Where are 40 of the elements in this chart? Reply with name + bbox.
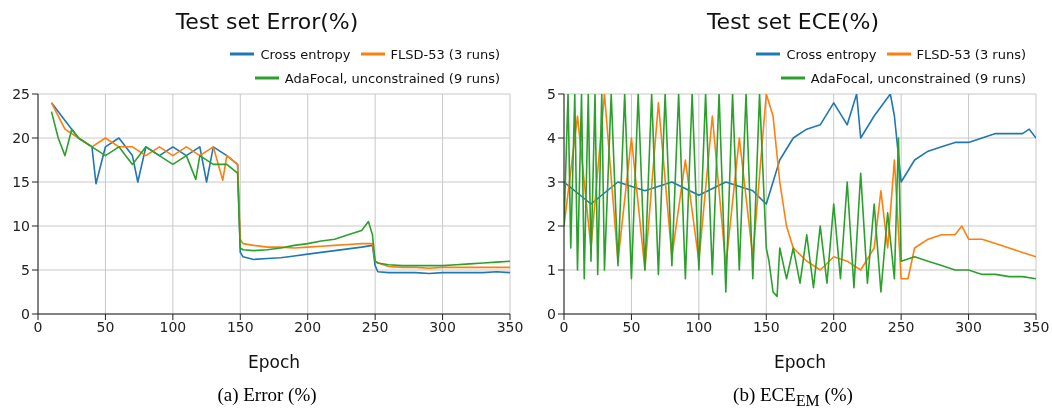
y-tick-label: 3 [547, 173, 556, 190]
x-tick-label: 0 [559, 318, 569, 335]
x-tick-label: 50 [622, 318, 641, 335]
y-tick-label: 20 [12, 129, 30, 146]
y-tick-label: 10 [12, 217, 30, 234]
x-tick-label: 200 [820, 318, 848, 335]
y-tick-label: 15 [12, 173, 30, 190]
x-tick-label: 250 [887, 318, 915, 335]
x-tick-label: 150 [226, 318, 254, 335]
y-tick-label: 1 [547, 261, 556, 278]
x-tick-label: 150 [752, 318, 780, 335]
legend-label: AdaFocal, unconstrained (9 runs) [284, 70, 500, 86]
x-tick-label: 0 [33, 318, 43, 335]
y-tick-label: 4 [547, 129, 557, 146]
x-axis-title: Epoch [773, 352, 827, 373]
x-tick-label: 350 [496, 318, 524, 335]
x-tick-label: 250 [361, 318, 389, 335]
legend-label: AdaFocal, unconstrained (9 runs) [810, 70, 1026, 86]
y-tick-label: 5 [21, 261, 30, 278]
x-tick-label: 100 [685, 318, 713, 335]
x-tick-label: 100 [159, 318, 187, 335]
x-tick-label: 300 [955, 318, 982, 335]
legend-label: Cross entropy [260, 46, 351, 62]
y-tick-label: 0 [547, 305, 556, 322]
y-tick-label: 5 [547, 85, 556, 102]
x-tick-label: 350 [1022, 318, 1050, 335]
y-tick-label: 2 [547, 217, 556, 234]
x-tick-label: 300 [429, 318, 456, 335]
legend-label: FLSD-53 (3 runs) [916, 46, 1026, 62]
y-tick-label: 25 [12, 85, 30, 102]
legend-label: Cross entropy [786, 46, 877, 62]
x-tick-label: 200 [294, 318, 322, 335]
chart-title: Test set ECE(%) [705, 8, 881, 36]
legend-label: FLSD-53 (3 runs) [390, 46, 500, 62]
x-axis-title: Epoch [247, 352, 301, 373]
chart-title: Test set Error(%) [174, 8, 360, 36]
x-tick-label: 50 [96, 318, 115, 335]
text: (a) Error (%) [216, 384, 318, 406]
y-tick-label: 0 [21, 305, 30, 322]
text: (b) ECE$_{EM}$ (%) [732, 384, 854, 410]
